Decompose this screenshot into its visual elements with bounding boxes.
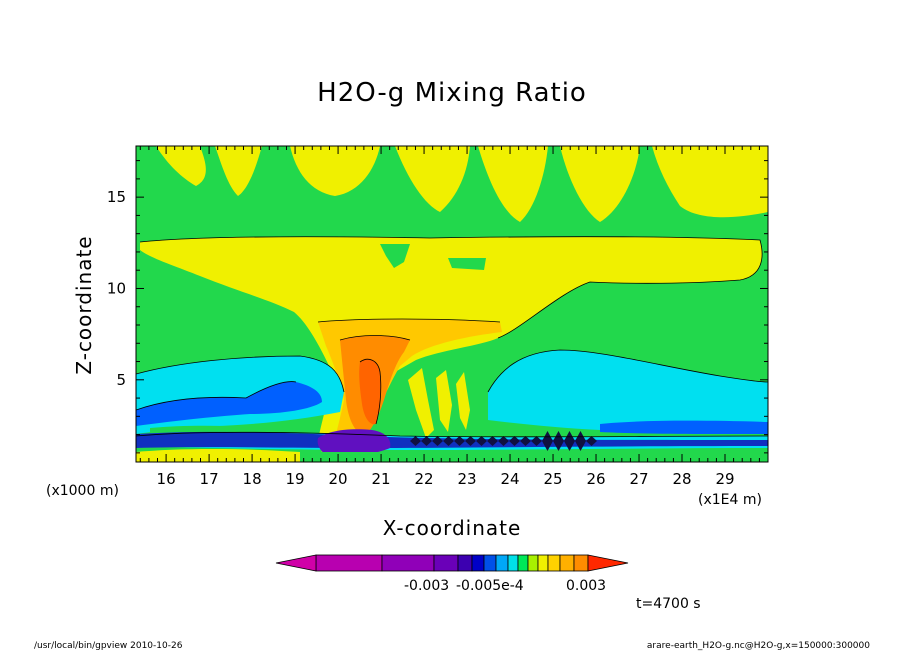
region-lower-yellow-2 (436, 370, 452, 432)
x-unit-note: (x1E4 m) (698, 492, 762, 508)
oscillation-band (410, 431, 597, 451)
oscillation-mark (531, 436, 542, 446)
x-tick-label: 17 (200, 470, 219, 488)
colorbar-segment (537, 554, 549, 572)
x-tick-label: 27 (629, 470, 648, 488)
region-cyan-right (488, 350, 768, 434)
colorbar-segment (573, 554, 589, 572)
region-core-dark-orange (359, 359, 381, 425)
region-upper-yellow-2 (215, 146, 262, 196)
x-tick-label: 18 (243, 470, 262, 488)
x-tick-label: 20 (329, 470, 348, 488)
y-tick-label: 10 (107, 279, 126, 297)
region-upper-yellow-7 (652, 146, 768, 218)
colorbar-segment (507, 554, 519, 572)
oscillation-mark (421, 436, 432, 446)
x-tick-label: 23 (458, 470, 477, 488)
region-upper-yellow-4 (395, 146, 470, 212)
colorbar-label-0: -0.003 (404, 578, 450, 594)
x-tick-label: 26 (586, 470, 605, 488)
colorbar-segment (471, 554, 485, 572)
region-upper-yellow-6 (560, 146, 640, 222)
region-purple-low (317, 429, 391, 458)
colorbar-segment (457, 554, 473, 572)
colorbar-segment (559, 554, 575, 572)
x-tick-label: 21 (372, 470, 391, 488)
y-axis-label: Z-coordinate (72, 235, 96, 375)
oscillation-mark (564, 431, 575, 451)
oscillation-mark (509, 436, 520, 446)
footer-right: arare-earth_H2O-g.nc@H2O-g,x=150000:3000… (646, 641, 870, 651)
region-yellow-bottom (136, 449, 300, 462)
tick-labels: 16 17 18 19 20 21 22 23 24 25 26 27 28 29 5 10 15 (107, 188, 735, 488)
region-blue-left (136, 381, 322, 426)
plot-frame (135, 145, 769, 463)
colorbar-segment (483, 554, 497, 572)
contour-lines (136, 236, 768, 438)
region-anvil-yellow (140, 236, 763, 462)
x-scale-note: (x1000 m) (46, 483, 119, 499)
colorbar-label-1: -0.005e-4 (456, 578, 524, 594)
region-upper-yellow-3 (290, 146, 380, 196)
plot-area (136, 146, 768, 462)
x-tick-label: 24 (500, 470, 519, 488)
oscillation-mark (465, 436, 476, 446)
region-blue-right (600, 420, 768, 434)
colorbar-max-arrow (587, 554, 629, 572)
oscillation-mark (487, 436, 498, 446)
x-tick-label: 16 (157, 470, 176, 488)
y-tick-label: 5 (116, 371, 126, 389)
oscillation-mark (553, 431, 564, 451)
colorbar (275, 554, 629, 572)
colorbar-segment (547, 554, 561, 572)
oscillation-mark (542, 431, 553, 451)
region-green-bottom (300, 452, 768, 462)
x-axis-label: X-coordinate (382, 516, 522, 540)
colorbar-segment (527, 554, 539, 572)
x-tick-label: 19 (286, 470, 305, 488)
oscillation-mark (443, 436, 454, 446)
colorbar-segment (315, 554, 383, 572)
colorbar-min-arrow (275, 554, 317, 572)
x-tick-label: 29 (715, 470, 734, 488)
oscillation-mark (454, 436, 465, 446)
oscillation-mark (498, 436, 509, 446)
colorbar-segment (495, 554, 509, 572)
chart-title: H2O-g Mixing Ratio (317, 78, 587, 108)
colorbar-segment (381, 554, 435, 572)
oscillation-mark (575, 431, 586, 451)
x-tick-label: 25 (543, 470, 562, 488)
oscillation-mark (432, 436, 443, 446)
oscillation-mark (586, 436, 597, 446)
axis-ticks (136, 146, 769, 462)
region-anvil-hole-2 (448, 258, 486, 270)
colorbar-label-2: 0.003 (566, 578, 607, 594)
oscillation-mark (476, 436, 487, 446)
oscillation-mark (520, 436, 531, 446)
x-tick-label: 22 (415, 470, 434, 488)
colorbar-segment (433, 554, 459, 572)
region-anvil-hole (380, 244, 410, 268)
oscillation-mark (410, 436, 421, 446)
region-lower-yellow-3 (456, 372, 470, 430)
x-tick-label: 28 (672, 470, 691, 488)
footer-left: /usr/local/bin/gpview 2010-10-26 (34, 641, 183, 651)
y-tick-label: 15 (107, 188, 126, 206)
region-lower-yellow-1 (408, 368, 434, 438)
time-note: t=4700 s (636, 596, 701, 612)
colorbar-segment (517, 554, 529, 572)
region-upper-yellow-1 (156, 146, 206, 186)
region-upper-yellow-5 (478, 146, 548, 222)
